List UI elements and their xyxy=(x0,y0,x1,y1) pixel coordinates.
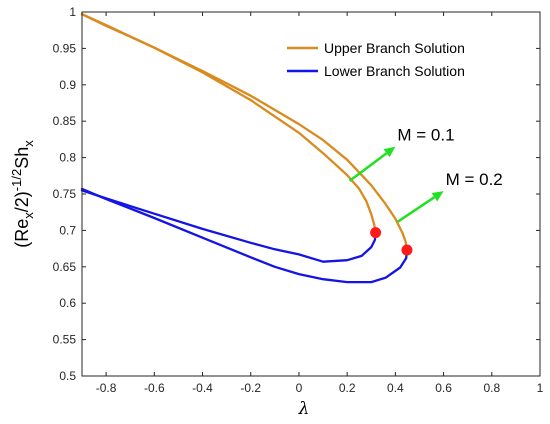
y-tick-label: 0.9 xyxy=(59,78,76,92)
y-tick-label: 0.65 xyxy=(53,260,77,274)
annotation-label: M = 0.2 xyxy=(446,170,503,189)
y-tick-label: 0.85 xyxy=(53,114,77,128)
y-label-sub2: x xyxy=(21,140,36,147)
y-label-sup: -1/2 xyxy=(9,169,24,191)
critical-point-marker xyxy=(401,244,413,256)
annotation-arrow-head xyxy=(431,191,444,202)
annotation-arrow-shaft xyxy=(348,152,388,182)
critical-point-marker xyxy=(370,227,382,239)
y-tick-label: 1 xyxy=(69,5,76,19)
marker-layer xyxy=(370,227,413,256)
annotation-layer: M = 0.1 M = 0.2 xyxy=(348,126,503,223)
y-label-sub1: x xyxy=(21,212,36,219)
annotation-label: M = 0.1 xyxy=(397,126,454,145)
x-tick-label: 1 xyxy=(537,381,544,395)
y-label-sh: Sh xyxy=(12,147,32,169)
x-tick-label: -0.8 xyxy=(96,381,117,395)
series-layer xyxy=(80,13,409,284)
x-tick-label: -0.2 xyxy=(240,381,261,395)
legend: Upper Branch Solution Lower Branch Solut… xyxy=(287,40,465,79)
y-label-mid: /2) xyxy=(12,191,32,212)
y-tick-label: 0.7 xyxy=(59,223,76,237)
legend-label-upper: Upper Branch Solution xyxy=(324,40,465,56)
series-line-lower xyxy=(80,189,377,263)
x-tick-label: -0.6 xyxy=(144,381,165,395)
y-tick-label: 0.8 xyxy=(59,151,76,165)
plot-area xyxy=(82,12,540,376)
series-line-upper xyxy=(80,13,409,252)
legend-label-lower: Lower Branch Solution xyxy=(324,63,465,79)
x-axis-ticks: -0.8 -0.6 -0.4 -0.2 0 0.2 0.4 0.6 0.8 1 xyxy=(96,12,544,395)
y-axis-ticks: 0.5 0.55 0.6 0.65 0.7 0.75 0.8 0.85 0.9 0.95 1 xyxy=(53,5,540,383)
y-tick-label: 0.6 xyxy=(59,296,76,310)
x-tick-label: 0.6 xyxy=(435,381,452,395)
y-label-open: (Re xyxy=(12,219,32,248)
x-tick-label: -0.4 xyxy=(192,381,213,395)
y-axis-label: (Rex/2)-1/2Shx xyxy=(9,140,36,248)
x-tick-label: 0 xyxy=(296,381,303,395)
series-line-lower xyxy=(80,187,409,284)
annotation-arrow-shaft xyxy=(397,196,436,223)
x-tick-label: 0.4 xyxy=(387,381,404,395)
y-tick-label: 0.5 xyxy=(59,369,76,383)
annotation-arrow-head xyxy=(383,146,396,158)
x-axis-label: λ xyxy=(298,399,310,419)
y-tick-label: 0.55 xyxy=(53,333,77,347)
x-tick-label: 0.8 xyxy=(483,381,500,395)
y-tick-label: 0.95 xyxy=(53,41,77,55)
y-tick-label: 0.75 xyxy=(53,187,77,201)
x-tick-label: 0.2 xyxy=(339,381,356,395)
